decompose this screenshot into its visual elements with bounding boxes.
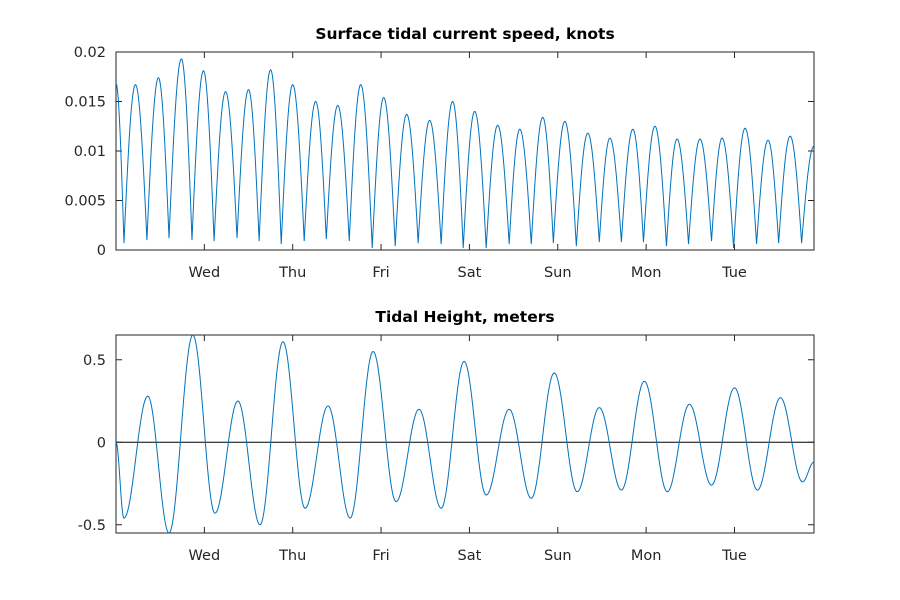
current-speed-x-tick-label: Tue xyxy=(721,265,747,281)
current-speed-x-tick-label: Thu xyxy=(278,265,306,281)
current-speed-chart-title: Surface tidal current speed, knots xyxy=(315,25,614,43)
tidal-height-x-tick-label: Fri xyxy=(372,548,389,564)
current-speed-x-tick-label: Mon xyxy=(631,265,662,281)
current-speed-y-tick-label: 0 xyxy=(97,243,106,259)
current-speed-x-tick-label: Wed xyxy=(189,265,221,281)
tidal-height-chart: Tidal Height, meters Wed Thu Fri Sat Sun Mon T… xyxy=(78,308,815,564)
current-speed-chart: Surface tidal current speed, knots Wed Th… xyxy=(64,25,815,281)
current-speed-y-tick-label: 0.015 xyxy=(64,95,106,111)
tidal-height-x-tick-label: Wed xyxy=(189,548,221,564)
current-speed-y-tick-label: 0.01 xyxy=(74,144,106,160)
current-speed-x-axis: Wed Thu Fri Sat Sun Mon Tue xyxy=(189,52,747,281)
tidal-height-x-tick-label: Tue xyxy=(721,548,747,564)
current-speed-x-tick-label: Sat xyxy=(458,265,482,281)
tidal-height-x-tick-label: Sat xyxy=(458,548,482,564)
tidal-height-chart-title: Tidal Height, meters xyxy=(375,308,554,326)
tidal-height-x-axis: Wed Thu Fri Sat Sun Mon Tue xyxy=(189,335,747,564)
current-speed-y-tick-label: 0.02 xyxy=(74,45,106,61)
current-speed-y-axis: 0 0.005 0.01 0.015 0.02 xyxy=(64,45,814,259)
tidal-height-y-tick-label: 0 xyxy=(97,435,106,451)
tidal-height-y-tick-label: 0.5 xyxy=(83,353,106,369)
current-speed-series-line xyxy=(115,58,815,249)
current-speed-y-tick-label: 0.005 xyxy=(64,194,106,210)
current-speed-x-tick-label: Fri xyxy=(372,265,389,281)
tidal-height-plot-area xyxy=(115,334,815,534)
tidal-height-x-tick-label: Sun xyxy=(544,548,572,564)
tidal-height-y-axis: -0.5 0 0.5 xyxy=(78,353,814,534)
tidal-height-x-tick-label: Thu xyxy=(278,548,306,564)
current-speed-x-tick-label: Sun xyxy=(544,265,572,281)
tidal-height-x-tick-label: Mon xyxy=(631,548,662,564)
tidal-height-series-line xyxy=(115,334,815,534)
tidal-height-y-tick-label: -0.5 xyxy=(78,518,106,534)
